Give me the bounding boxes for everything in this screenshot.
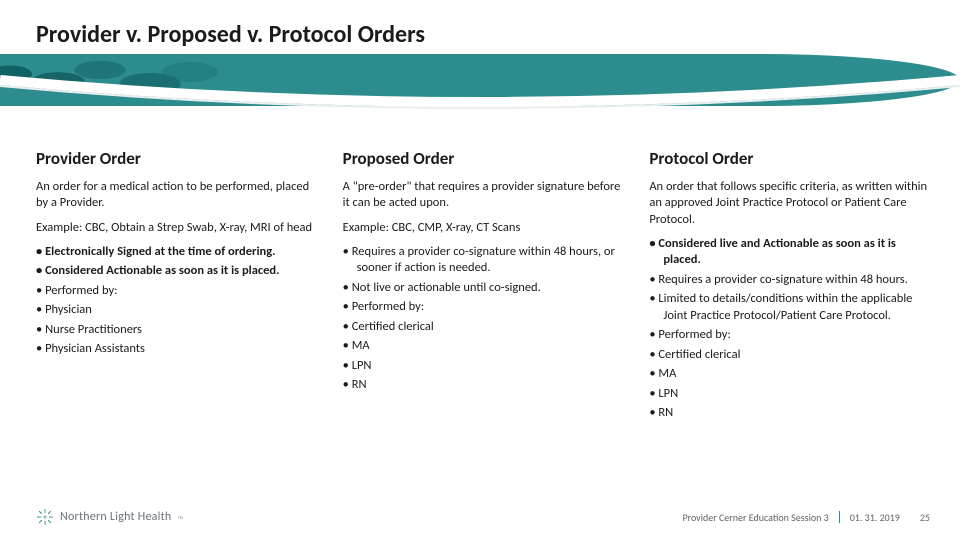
sunburst-icon (36, 508, 54, 526)
list-item: LPN (649, 386, 930, 403)
column-proposed: Proposed Order A "pre-order" that requir… (343, 148, 624, 486)
sub-list: Physician Nurse Practitioners Physician … (36, 302, 317, 358)
sub-list: Certified clerical MA LPN RN (649, 347, 930, 422)
list-item: Performed by: (343, 299, 624, 316)
trademark-symbol: ™ (177, 515, 183, 526)
separator (839, 511, 840, 523)
list-item: Certified clerical (649, 347, 930, 364)
list-item: Certified clerical (343, 319, 624, 336)
list-item: Physician (36, 302, 317, 319)
list-item: LPN (343, 358, 624, 375)
list-item: Electronically Signed at the time of ord… (36, 244, 317, 261)
slide: { "title": "Provider v. Proposed v. Prot… (0, 0, 960, 540)
brand-banner (0, 54, 960, 106)
org-name: Northern Light Health (60, 510, 171, 524)
column-heading: Provider Order (36, 148, 317, 169)
list-item: Requires a provider co-signature within … (649, 272, 930, 289)
list-item: Performed by: (649, 327, 930, 344)
column-example: Example: CBC, Obtain a Strep Swab, X-ray… (36, 220, 317, 236)
column-example: Example: CBC, CMP, X-ray, CT Scans (343, 220, 624, 236)
session-label: Provider Cerner Education Session 3 (682, 511, 828, 524)
list-item: Performed by: (36, 283, 317, 300)
list-item: RN (649, 405, 930, 422)
bullet-list: Considered live and Actionable as soon a… (649, 236, 930, 344)
column-desc: An order for a medical action to be perf… (36, 179, 317, 212)
list-item: RN (343, 377, 624, 394)
list-item: Considered live and Actionable as soon a… (649, 236, 930, 269)
list-item: Limited to details/conditions within the… (649, 291, 930, 324)
list-item: Considered Actionable as soon as it is p… (36, 263, 317, 280)
columns: Provider Order An order for a medical ac… (36, 148, 930, 486)
list-item: Nurse Practitioners (36, 322, 317, 339)
page-number: 25 (920, 511, 930, 524)
list-item: Not live or actionable until co-signed. (343, 280, 624, 297)
page-title: Provider v. Proposed v. Protocol Orders (36, 20, 425, 49)
list-item: Requires a provider co-signature within … (343, 244, 624, 277)
list-item: MA (649, 366, 930, 383)
column-heading: Proposed Order (343, 148, 624, 169)
slide-footer: Northern Light Health ™ Provider Cerner … (36, 506, 930, 528)
column-provider: Provider Order An order for a medical ac… (36, 148, 317, 486)
slide-date: 01. 31. 2019 (850, 511, 900, 524)
org-logo: Northern Light Health ™ (36, 508, 183, 526)
footer-right: Provider Cerner Education Session 3 01. … (682, 511, 930, 524)
column-heading: Protocol Order (649, 148, 930, 169)
column-protocol: Protocol Order An order that follows spe… (649, 148, 930, 486)
bullet-list: Electronically Signed at the time of ord… (36, 244, 317, 300)
sub-list: Certified clerical MA LPN RN (343, 319, 624, 394)
list-item: MA (343, 338, 624, 355)
list-item: Physician Assistants (36, 341, 317, 358)
column-desc: A "pre-order" that requires a provider s… (343, 179, 624, 212)
bullet-list: Requires a provider co-signature within … (343, 244, 624, 316)
column-desc: An order that follows specific criteria,… (649, 179, 930, 228)
